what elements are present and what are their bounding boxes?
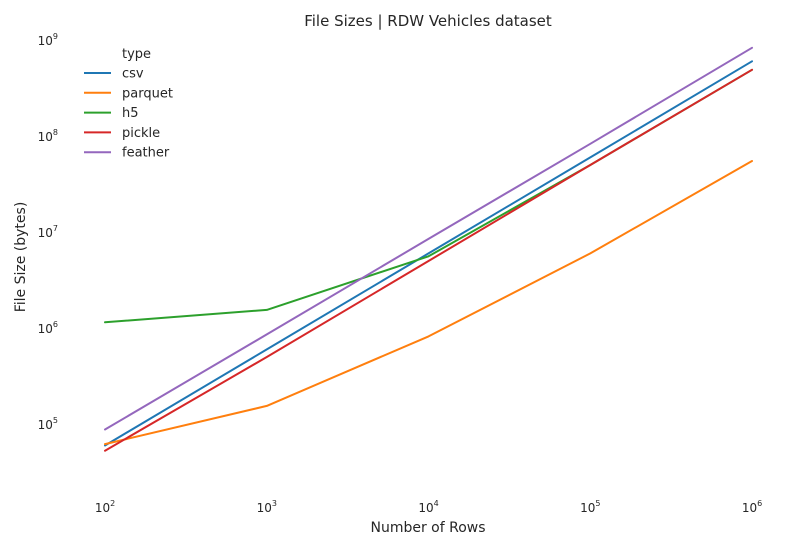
legend-title: type [122,47,151,62]
chart-title: File Sizes | RDW Vehicles dataset [304,12,552,30]
series-line-csv [104,60,753,447]
series-line-h5 [104,68,753,324]
x-axis-label: Number of Rows [370,520,485,536]
legend-label-pickle: pickle [122,126,160,141]
y-tick-label: 106 [38,320,58,336]
x-tick-label: 102 [95,499,115,515]
legend-label-h5: h5 [122,106,139,121]
legend: type csv parquet h5 pickle feather [84,47,173,161]
y-tick-label: 107 [38,224,58,240]
legend-label-csv: csv [122,67,144,82]
legend-label-parquet: parquet [122,86,173,101]
series-lines [104,46,753,452]
y-tick-label: 109 [38,32,58,48]
x-tick-label: 104 [418,499,438,515]
x-tick-label: 106 [742,499,762,515]
x-axis-ticks: 102 103 104 105 106 [95,499,762,515]
series-line-pickle [104,68,753,452]
series-line-parquet [104,160,753,446]
y-tick-label: 108 [38,128,58,144]
x-tick-label: 105 [580,499,600,515]
series-line-feather [104,46,753,431]
y-axis-ticks: 105 106 107 108 109 [38,32,58,432]
y-axis-label: File Size (bytes) [13,202,29,313]
legend-label-feather: feather [122,146,170,161]
x-tick-label: 103 [257,499,277,515]
y-tick-label: 105 [38,416,58,432]
